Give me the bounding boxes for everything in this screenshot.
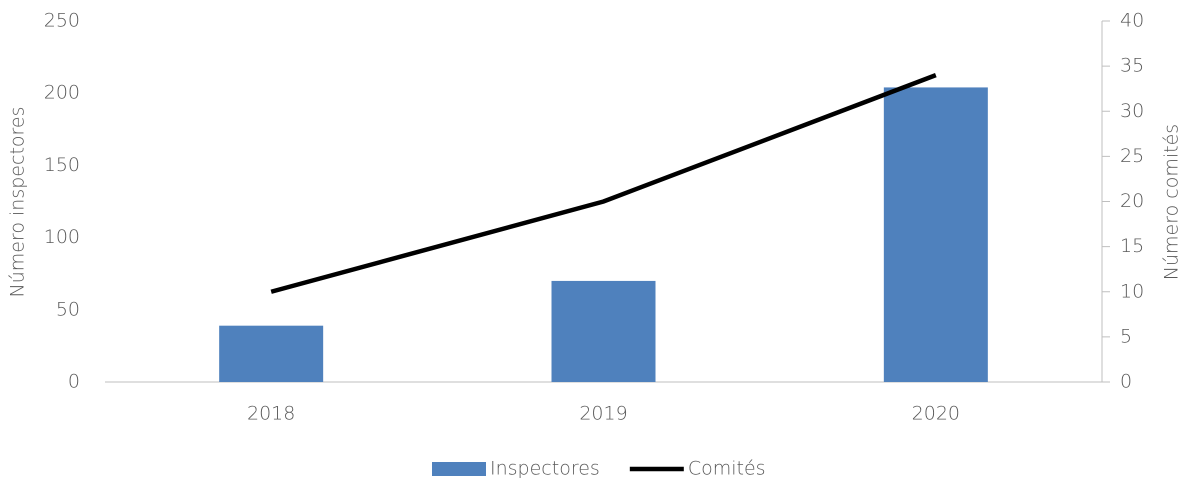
y-tick-label: 50 (56, 298, 80, 320)
bar (219, 325, 324, 382)
legend-label: Comités (688, 458, 766, 480)
y2-tick-label: 40 (1120, 10, 1144, 32)
y2-tick-label: 15 (1120, 235, 1144, 257)
line (270, 73, 937, 294)
y-tick-label: 250 (44, 10, 80, 32)
y-tick-label: 100 (44, 226, 80, 248)
y2-tick-label: 20 (1120, 190, 1144, 212)
x-tick-label: 2020 (912, 403, 960, 425)
x-tick-label: 2018 (247, 403, 295, 425)
y2-tick-label: 25 (1120, 145, 1144, 167)
y-tick-label: 150 (44, 154, 80, 176)
bar (551, 280, 656, 382)
legend-swatch (432, 462, 486, 476)
y2-tick-label: 30 (1120, 100, 1144, 122)
y2-tick-label: 0 (1120, 371, 1132, 393)
y2-tick-label: 5 (1120, 325, 1132, 347)
x-tick-label: 2019 (579, 403, 627, 425)
y-axis-label: Número inspectores (7, 107, 29, 298)
legend-label: Inspectores (490, 458, 600, 480)
y2-axis-label: Número comités (1161, 124, 1183, 280)
y2-tick-label: 35 (1120, 55, 1144, 77)
bar (883, 87, 988, 382)
y-tick-label: 200 (44, 82, 80, 104)
y-tick-label: 0 (68, 371, 80, 393)
y2-tick-label: 10 (1120, 280, 1144, 302)
